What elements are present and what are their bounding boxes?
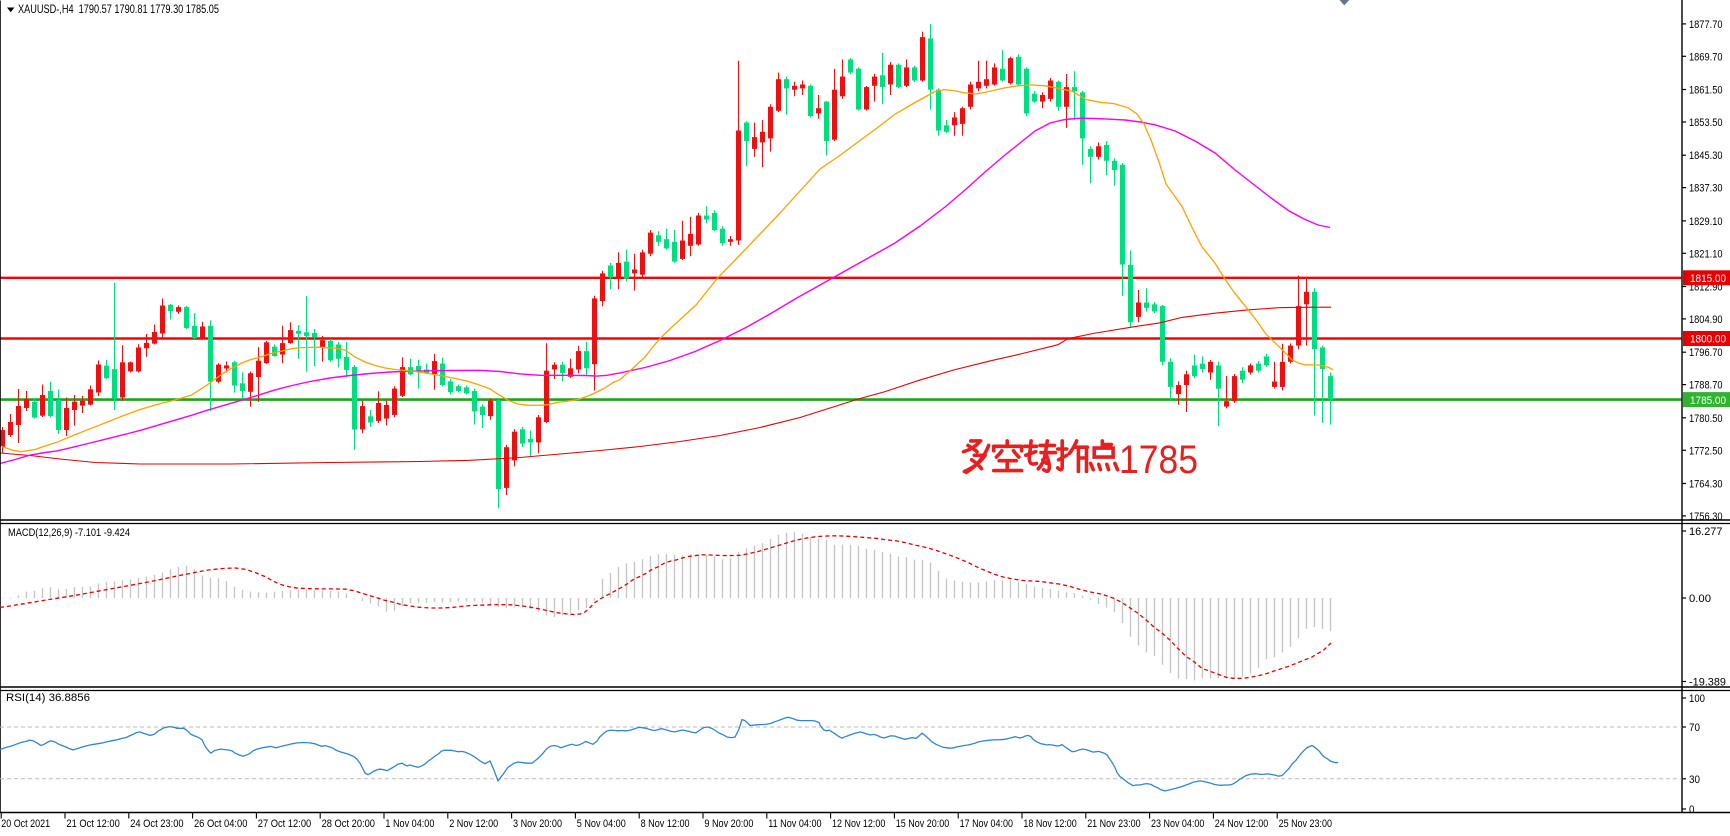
svg-text:11 Nov 04:00: 11 Nov 04:00 [768, 818, 821, 830]
svg-text:26 Oct 04:00: 26 Oct 04:00 [194, 818, 247, 830]
svg-text:9 Nov 20:00: 9 Nov 20:00 [704, 818, 753, 830]
svg-text:1804.90: 1804.90 [1689, 314, 1723, 326]
svg-text:1815.00: 1815.00 [1690, 273, 1726, 285]
svg-text:1788.70: 1788.70 [1689, 380, 1723, 392]
svg-text:12 Nov 12:00: 12 Nov 12:00 [832, 818, 885, 830]
svg-text:18 Nov 12:00: 18 Nov 12:00 [1023, 818, 1076, 830]
svg-text:MACD(12,26,9) -7.101 -9.424: MACD(12,26,9) -7.101 -9.424 [8, 527, 130, 539]
svg-text:25 Nov 23:00: 25 Nov 23:00 [1279, 818, 1332, 830]
svg-text:100: 100 [1689, 693, 1705, 705]
svg-text:17 Nov 04:00: 17 Nov 04:00 [960, 818, 1013, 830]
svg-text:21 Oct 12:00: 21 Oct 12:00 [66, 818, 119, 830]
svg-text:1853.50: 1853.50 [1689, 117, 1723, 129]
svg-text:28 Oct 20:00: 28 Oct 20:00 [322, 818, 375, 830]
svg-text:1800.00: 1800.00 [1690, 334, 1726, 346]
svg-text:XAUUSD-,H4 1790.57 1790.81 17: XAUUSD-,H4 1790.57 1790.81 1779.30 1785.… [18, 2, 219, 16]
svg-text:24 Oct 23:00: 24 Oct 23:00 [130, 818, 183, 830]
svg-text:RSI(14) 36.8856: RSI(14) 36.8856 [6, 692, 90, 704]
svg-text:1 Nov 04:00: 1 Nov 04:00 [385, 818, 434, 830]
svg-text:16.277: 16.277 [1689, 526, 1723, 538]
svg-text:30: 30 [1689, 774, 1700, 786]
svg-text:1845.30: 1845.30 [1689, 150, 1723, 162]
svg-text:24 Nov 12:00: 24 Nov 12:00 [1215, 818, 1268, 830]
svg-text:2 Nov 12:00: 2 Nov 12:00 [449, 818, 498, 830]
svg-text:70: 70 [1689, 722, 1700, 734]
svg-text:1780.50: 1780.50 [1689, 413, 1723, 425]
svg-text:1772.50: 1772.50 [1689, 445, 1723, 457]
svg-text:21 Nov 23:00: 21 Nov 23:00 [1087, 818, 1140, 830]
svg-text:5 Nov 04:00: 5 Nov 04:00 [577, 818, 626, 830]
svg-text:1829.10: 1829.10 [1689, 216, 1723, 228]
svg-text:1869.70: 1869.70 [1689, 51, 1723, 63]
svg-text:1837.30: 1837.30 [1689, 183, 1723, 195]
svg-text:1877.70: 1877.70 [1689, 19, 1723, 31]
svg-text:1756.30: 1756.30 [1689, 511, 1723, 523]
svg-text:1796.70: 1796.70 [1689, 347, 1723, 359]
svg-text:1785: 1785 [1119, 438, 1198, 482]
svg-text:23 Nov 04:00: 23 Nov 04:00 [1151, 818, 1204, 830]
svg-text:1861.50: 1861.50 [1689, 85, 1723, 97]
svg-text:0.00: 0.00 [1689, 593, 1711, 605]
svg-text:-19.389: -19.389 [1689, 677, 1726, 689]
svg-text:0: 0 [1689, 804, 1695, 816]
svg-text:1821.10: 1821.10 [1689, 248, 1723, 260]
svg-text:1764.30: 1764.30 [1689, 479, 1723, 491]
svg-text:1785.00: 1785.00 [1690, 395, 1726, 407]
svg-text:27 Oct 12:00: 27 Oct 12:00 [258, 818, 311, 830]
svg-text:20 Oct 2021: 20 Oct 2021 [1, 818, 50, 830]
svg-text:3 Nov 20:00: 3 Nov 20:00 [513, 818, 562, 830]
svg-text:15 Nov 20:00: 15 Nov 20:00 [896, 818, 949, 830]
svg-text:8 Nov 12:00: 8 Nov 12:00 [641, 818, 690, 830]
